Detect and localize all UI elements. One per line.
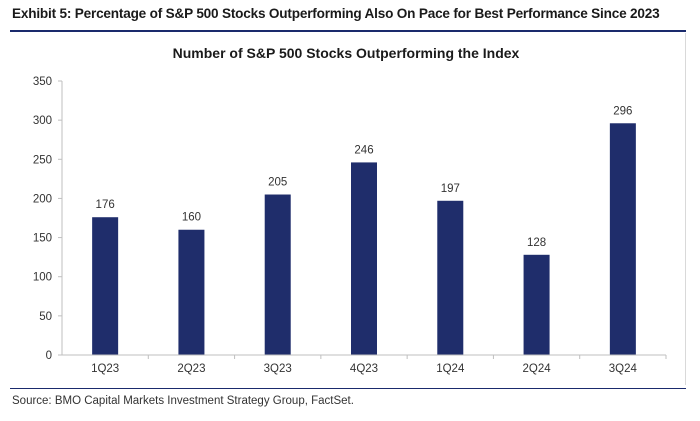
y-tick-label: 150 xyxy=(33,233,52,245)
bar xyxy=(178,229,205,355)
bar-value-label: 205 xyxy=(268,177,287,189)
x-tick-label: 1Q24 xyxy=(436,363,465,375)
source-rule xyxy=(10,388,686,389)
source-note: Source: BMO Capital Markets Investment S… xyxy=(12,395,354,407)
y-tick-label: 250 xyxy=(33,154,52,166)
bar-value-label: 246 xyxy=(354,144,373,156)
y-tick-label: 350 xyxy=(33,76,52,88)
y-tick-label: 200 xyxy=(33,193,52,205)
bar xyxy=(523,254,550,355)
title-rule xyxy=(10,30,686,32)
x-tick-label: 4Q23 xyxy=(350,363,378,375)
bar xyxy=(264,194,291,355)
x-tick-label: 2Q23 xyxy=(177,363,205,375)
chart-title: Number of S&P 500 Stocks Outperforming t… xyxy=(173,45,520,61)
exhibit-title: Exhibit 5: Percentage of S&P 500 Stocks … xyxy=(12,6,660,21)
y-axis: 0 50 100 150 200 250 300 350 xyxy=(33,76,63,362)
bar xyxy=(437,200,464,355)
x-tick-label: 1Q23 xyxy=(91,363,119,375)
bar-value-label: 197 xyxy=(441,183,460,195)
x-tick-label: 3Q24 xyxy=(609,363,638,375)
bar xyxy=(351,162,377,355)
chart-frame xyxy=(10,33,686,385)
bar xyxy=(609,123,636,355)
x-tick-label: 2Q24 xyxy=(523,363,552,375)
x-tick-label: 3Q23 xyxy=(264,363,292,375)
bar-value-label: 128 xyxy=(527,237,546,249)
y-tick-label: 100 xyxy=(33,272,52,284)
bar-series: 176 160 205 246 197 128 296 xyxy=(92,105,636,355)
y-tick-label: 300 xyxy=(33,115,52,127)
y-tick-label: 50 xyxy=(39,311,52,323)
bar-value-label: 296 xyxy=(613,105,632,117)
bar xyxy=(92,217,119,355)
x-axis: 1Q23 2Q23 3Q23 4Q23 1Q24 2Q24 3Q24 xyxy=(62,354,667,375)
bar-value-label: 160 xyxy=(182,212,201,224)
bar-value-label: 176 xyxy=(96,199,115,211)
y-tick-label: 0 xyxy=(46,350,52,362)
